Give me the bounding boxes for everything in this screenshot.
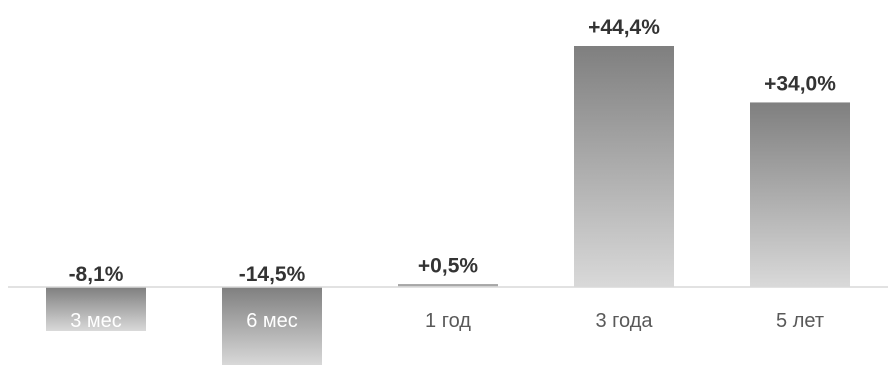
value-label-3: +0,5% — [418, 254, 478, 277]
value-label-5: +34,0% — [764, 72, 836, 95]
bar-3 — [398, 284, 498, 287]
category-label-1: 3 мес — [70, 310, 122, 332]
bar-1 — [46, 287, 146, 331]
bar-5 — [750, 102, 850, 288]
bars-layer — [46, 46, 850, 365]
category-label-2: 6 мес — [246, 310, 298, 332]
category-label-4: 3 года — [595, 310, 653, 332]
bar-4 — [574, 46, 674, 287]
value-label-2: -14,5% — [239, 263, 306, 286]
category-label-3: 1 год — [425, 310, 471, 332]
category-label-5: 5 лет — [776, 310, 824, 332]
labels-layer: -8,1% 3 мес -14,5% 6 мес +0,5% 1 год +44,4% 3 г… — [69, 16, 837, 332]
value-label-1: -8,1% — [69, 263, 124, 286]
bar-2 — [222, 287, 322, 365]
value-label-4: +44,4% — [588, 16, 660, 39]
